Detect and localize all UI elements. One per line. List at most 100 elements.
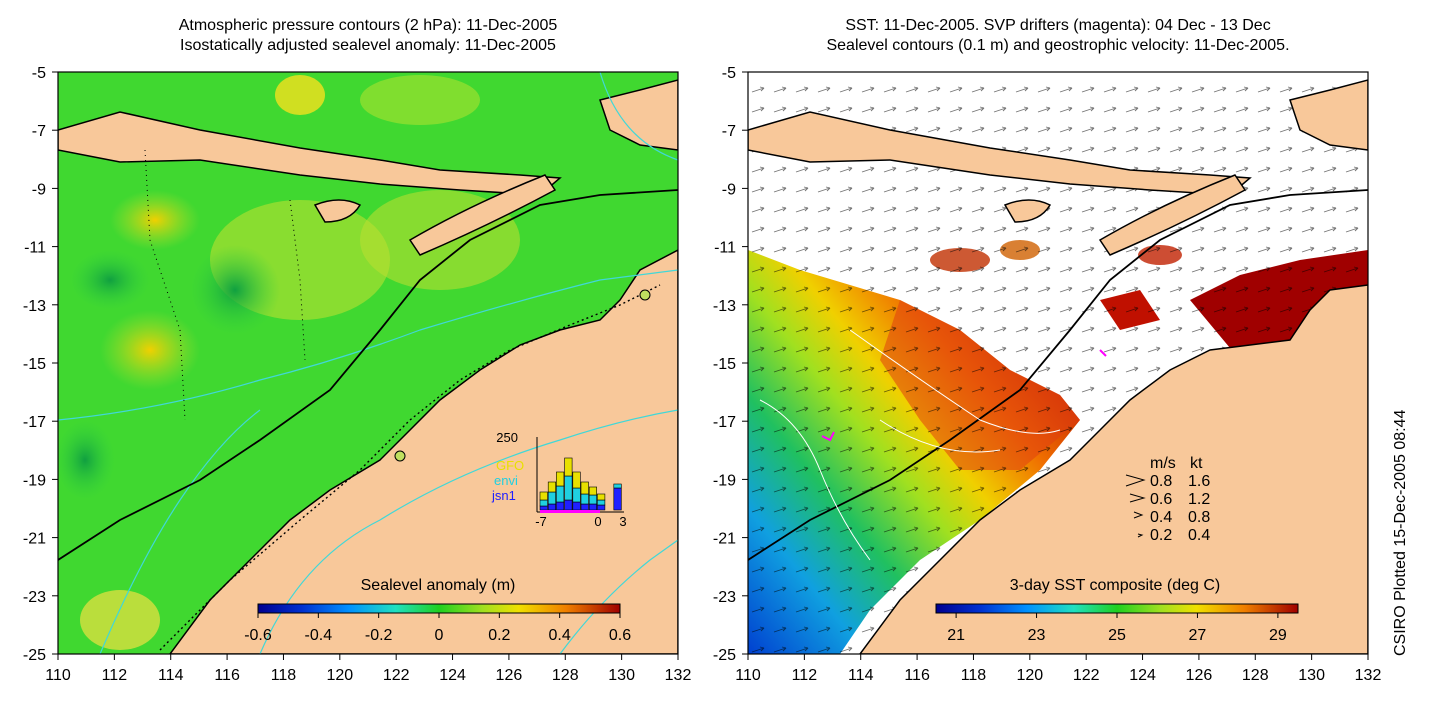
northern-islands: [1289, 79, 1368, 151]
left-y-tick-label: -19: [23, 472, 46, 489]
histogram-legend-gfo: GFO: [496, 458, 524, 473]
left-title-line2: Isostatically adjusted sealevel anomaly:…: [180, 37, 556, 54]
histogram-bar: [564, 475, 573, 501]
australia-mainland: [859, 284, 1368, 654]
histogram-bar: [572, 487, 581, 503]
right-y-tick-label: -19: [713, 472, 736, 489]
northern-islands: [599, 79, 678, 151]
svp-drifter-track: [821, 431, 835, 442]
left-title-line1: Atmospheric pressure contours (2 hPa): 1…: [178, 17, 558, 34]
sealevel-contour: [879, 419, 1001, 453]
histogram-xtick-label: -7: [535, 514, 547, 529]
left-y-tick-label: -21: [23, 531, 46, 548]
velocity-legend-value: 0.2: [1150, 527, 1172, 544]
left-x-tick-label: 116: [214, 667, 240, 684]
velocity-legend-unit-kt: kt: [1190, 455, 1203, 472]
right-y-tick-label: -7: [722, 123, 736, 140]
right-title-line2: Sealevel contours (0.1 m) and geostrophi…: [826, 37, 1290, 54]
timor-island: [408, 174, 557, 256]
right-colorbar-ticks: 21 23 25 27 29: [947, 613, 1287, 644]
right-y-tick-label: -17: [713, 414, 736, 431]
left-x-tick-label: 118: [271, 667, 297, 684]
left-x-tick-label: 112: [102, 667, 128, 684]
left-colorbar-tick-label: 0.2: [488, 627, 510, 644]
histogram-bar: [556, 471, 565, 487]
left-x-tick-label: 122: [383, 667, 410, 684]
left-y-tick-label: -5: [32, 65, 46, 82]
histogram-bar: [580, 503, 589, 511]
velocity-legend-value: 1.6: [1188, 473, 1210, 490]
left-colorbar-tick-label: -0.2: [365, 627, 393, 644]
histogram-bar: [539, 491, 548, 501]
right-x-tick-label: 122: [1073, 667, 1100, 684]
sumba-island: [313, 199, 362, 223]
australia-mainland: [169, 249, 678, 654]
left-colorbar-tick-label: 0.4: [549, 627, 571, 644]
histogram-bar: [588, 494, 598, 505]
right-colorbar-tick-label: 21: [947, 627, 965, 644]
right-x-tick-label: 120: [1016, 667, 1043, 684]
left-y-tick-label: -23: [23, 589, 46, 606]
sealevel-contour: [849, 329, 1061, 434]
left-colorbar-tick-label: 0: [435, 627, 444, 644]
velocity-legend-value: 0.4: [1188, 527, 1210, 544]
velocity-legend-unit-ms: m/s: [1150, 455, 1176, 472]
left-colorbar-ticks: -0.6 -0.4 -0.2 0 0.2 0.4 0.6: [244, 613, 631, 644]
left-y-tick-label: -17: [23, 414, 46, 431]
histogram-bar: [572, 501, 581, 511]
right-y-tick-label: -15: [713, 356, 736, 373]
sla-high-region: [110, 190, 200, 250]
left-x-tick-label: 126: [496, 667, 523, 684]
right-colorbar: [935, 603, 1299, 614]
tracks-dotted: [144, 149, 186, 421]
right-x-tick-label: 126: [1186, 667, 1213, 684]
sla-low-region: [190, 245, 280, 335]
pressure-contour-line: [259, 409, 678, 654]
histogram-bar: [597, 499, 606, 506]
right-y-tick-label: -25: [713, 647, 736, 664]
right-y-tick-label: -21: [713, 531, 736, 548]
tide-gauge-marker: [394, 450, 406, 462]
right-map-title: SST: 11-Dec-2005. SVP drifters (magenta)…: [748, 16, 1368, 56]
right-x-tick-label: 114: [848, 667, 874, 684]
histogram-bar: [547, 491, 557, 505]
left-map-title: Atmospheric pressure contours (2 hPa): 1…: [58, 16, 678, 56]
histogram-baseline-mark: [540, 510, 600, 513]
histogram-bar: [613, 483, 622, 489]
histogram-bar: [580, 493, 589, 505]
histogram-bar: [597, 493, 606, 501]
left-x-tick-label: 132: [665, 667, 692, 684]
sumba-island: [1003, 199, 1052, 223]
right-y-tick-label: -5: [722, 65, 736, 82]
sla-low-region: [58, 420, 115, 500]
sla-high-region: [80, 590, 160, 650]
histogram-bar: [597, 504, 606, 511]
right-x-tick-label: 118: [961, 667, 987, 684]
histogram-bar: [613, 487, 622, 511]
sla-high-region: [100, 310, 200, 390]
right-colorbar-tick-label: 25: [1108, 627, 1126, 644]
pressure-contour-line: [559, 539, 678, 654]
velocity-legend-value: 1.2: [1188, 491, 1210, 508]
left-map: [58, 72, 678, 654]
sla-high-region: [275, 75, 325, 115]
histogram-xtick-label: 3: [619, 514, 626, 529]
histogram-ymax-label: 250: [496, 430, 518, 445]
right-x-tick-label: 130: [1298, 667, 1325, 684]
velocity-legend-value: 0.8: [1188, 509, 1210, 526]
right-x-tick-label: 124: [1129, 667, 1156, 684]
shelf-break-line: [748, 189, 1368, 561]
sealevel-contour: [759, 399, 871, 561]
right-y-tick-label: -11: [714, 240, 736, 257]
left-x-tick-label: 120: [326, 667, 353, 684]
right-colorbar-tick-label: 29: [1269, 627, 1287, 644]
right-x-tick-label: 116: [904, 667, 930, 684]
left-x-tick-label: 110: [45, 667, 71, 684]
histogram-bar: [556, 501, 565, 511]
right-colorbar-tick-label: 23: [1028, 627, 1046, 644]
histogram-bar: [564, 499, 573, 511]
left-colorbar-tick-label: -0.6: [244, 627, 272, 644]
left-colorbar-tick-label: 0.6: [609, 627, 631, 644]
left-colorbar-tick-label: -0.4: [305, 627, 333, 644]
right-y-tick-label: -23: [713, 589, 736, 606]
